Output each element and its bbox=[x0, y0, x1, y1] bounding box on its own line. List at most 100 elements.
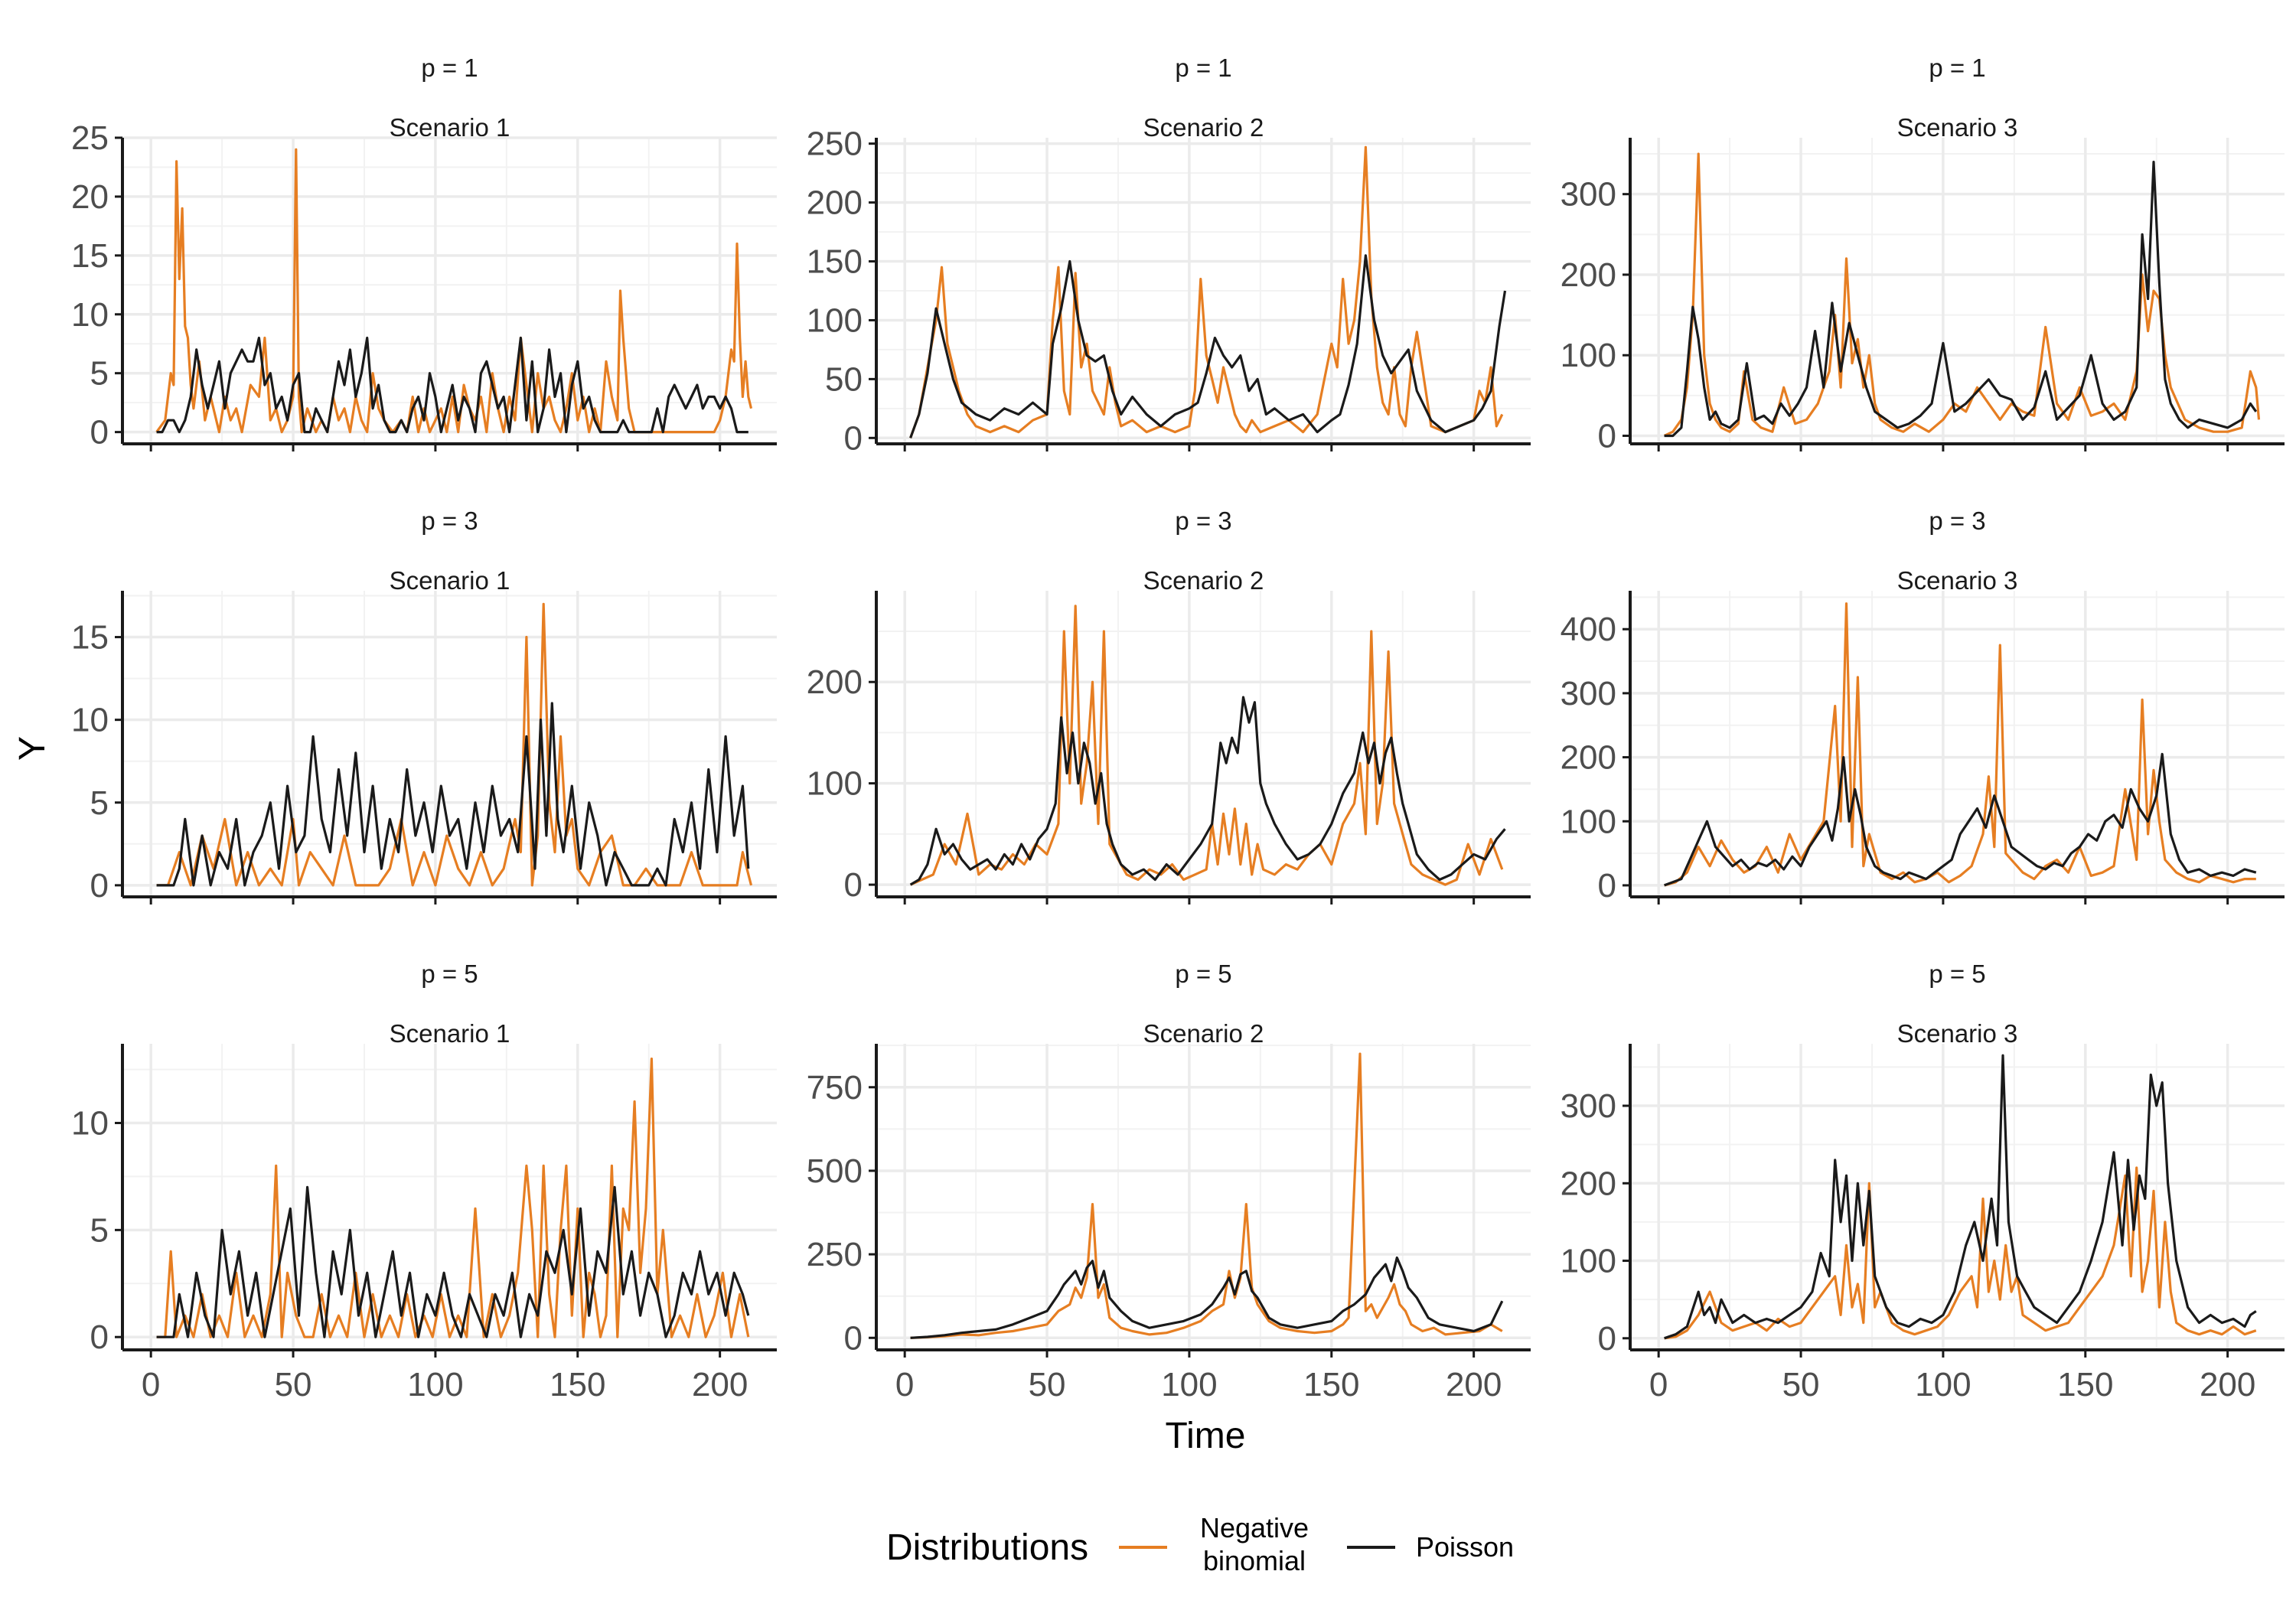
panel-4-y-tick-label-5: 5 bbox=[90, 784, 109, 822]
panel-4: p = 3 Scenario 1 0 5 10 15 bbox=[71, 507, 777, 905]
panel-8-x-tick-label-50: 50 bbox=[1029, 1366, 1066, 1403]
panel-9-strip-p-5: p = 5 bbox=[1929, 960, 1985, 988]
legend-label-negative-binomial-line1: Negative bbox=[1200, 1512, 1309, 1543]
panel-4-y-tick-label-15: 15 bbox=[71, 619, 109, 657]
panel-9-y-tick-label-300: 300 bbox=[1561, 1087, 1616, 1125]
y-axis-title: Y bbox=[12, 736, 53, 761]
panel-7-y-tick-label-5: 5 bbox=[90, 1211, 109, 1249]
panel-3-series-poisson bbox=[1664, 161, 2258, 438]
panel-7-x-tick-label-200: 200 bbox=[692, 1366, 748, 1403]
panel-2-y-tick-label-100: 100 bbox=[807, 302, 863, 339]
panel-8: p = 5 Scenario 2 0 250 500 750 0 50 100 150 200 bbox=[807, 960, 1531, 1403]
panel-3-strip-scenario-3: Scenario 3 bbox=[1897, 113, 2018, 142]
panel-7-x-tick-label-100: 100 bbox=[407, 1366, 463, 1403]
panel-1-y-tick-label-15: 15 bbox=[71, 237, 109, 275]
panel-8-y-tick-label-750: 750 bbox=[807, 1069, 863, 1107]
panel-8-x-tick-label-200: 200 bbox=[1446, 1366, 1502, 1403]
panel-7-strip-p-5: p = 5 bbox=[421, 960, 478, 988]
panel-3-y-tick-label-0: 0 bbox=[1598, 417, 1616, 455]
panel-4-strip-scenario-1: Scenario 1 bbox=[390, 566, 510, 595]
panel-9-strip-scenario-3: Scenario 3 bbox=[1897, 1019, 2018, 1048]
panel-5-y-tick-label-0: 0 bbox=[844, 866, 863, 904]
legend: Distributions Negative binomial Poisson bbox=[886, 1512, 1514, 1576]
panel-4-y-tick-label-10: 10 bbox=[71, 702, 109, 739]
panel-6-y-tick-label-200: 200 bbox=[1561, 739, 1616, 777]
panel-6-y-tick-label-400: 400 bbox=[1561, 611, 1616, 648]
panel-7-y-tick-label-0: 0 bbox=[90, 1319, 109, 1356]
panel-9-x-tick-label-150: 150 bbox=[2057, 1366, 2113, 1403]
panel-7-x-tick-label-150: 150 bbox=[550, 1366, 605, 1403]
panel-2-series-negative-binomial bbox=[909, 145, 1504, 438]
panel-2-y-tick-label-250: 250 bbox=[807, 125, 863, 163]
panel-5-y-tick-label-100: 100 bbox=[807, 765, 863, 803]
panel-9-x-tick-label-0: 0 bbox=[1649, 1366, 1668, 1403]
panel-3-strip-p-1: p = 1 bbox=[1929, 54, 1985, 82]
panel-4-strip-p-3: p = 3 bbox=[421, 507, 478, 535]
panel-8-x-tick-label-0: 0 bbox=[895, 1366, 914, 1403]
panel-8-strip-p-5: p = 5 bbox=[1175, 960, 1231, 988]
panel-9-y-tick-label-100: 100 bbox=[1561, 1243, 1616, 1280]
panel-8-x-tick-label-100: 100 bbox=[1161, 1366, 1217, 1403]
legend-label-poisson: Poisson bbox=[1416, 1531, 1514, 1563]
panel-3-y-tick-label-200: 200 bbox=[1561, 256, 1616, 294]
panel-4-series-negative-binomial bbox=[156, 602, 753, 887]
panel-6-strip-p-3: p = 3 bbox=[1929, 507, 1985, 535]
panel-1-strip-p-1: p = 1 bbox=[421, 54, 478, 82]
panel-3: p = 1 Scenario 3 0 100 200 300 bbox=[1561, 54, 2285, 455]
panel-8-y-tick-label-250: 250 bbox=[807, 1236, 863, 1273]
panel-3-y-tick-label-100: 100 bbox=[1561, 337, 1616, 374]
panel-2-y-tick-label-200: 200 bbox=[807, 184, 863, 222]
panel-6-y-tick-label-300: 300 bbox=[1561, 675, 1616, 712]
panel-9: p = 5 Scenario 3 0 100 200 300 0 50 100 150 200 bbox=[1561, 960, 2285, 1403]
panel-3-y-tick-label-300: 300 bbox=[1561, 176, 1616, 214]
panel-7-x-tick-label-50: 50 bbox=[275, 1366, 312, 1403]
panel-8-x-tick-label-150: 150 bbox=[1303, 1366, 1359, 1403]
panel-1-y-tick-label-25: 25 bbox=[71, 119, 109, 157]
panel-1-y-tick-label-5: 5 bbox=[90, 355, 109, 393]
panel-6-strip-scenario-3: Scenario 3 bbox=[1897, 566, 2018, 595]
panel-8-y-tick-label-0: 0 bbox=[844, 1319, 863, 1357]
panel-5-series-negative-binomial bbox=[909, 605, 1504, 886]
panel-8-y-tick-label-500: 500 bbox=[807, 1152, 863, 1190]
panel-7-strip-scenario-1: Scenario 1 bbox=[390, 1019, 510, 1048]
panel-9-x-tick-label-50: 50 bbox=[1782, 1366, 1820, 1403]
panel-5-strip-p-3: p = 3 bbox=[1175, 507, 1231, 535]
panel-3-series-negative-binomial bbox=[1663, 152, 2261, 437]
panel-1-y-tick-label-0: 0 bbox=[90, 414, 109, 451]
panel-9-series-poisson bbox=[1664, 1054, 2257, 1340]
panel-5: p = 3 Scenario 2 0 100 200 bbox=[807, 507, 1531, 905]
panel-9-x-tick-label-100: 100 bbox=[1915, 1366, 1971, 1403]
panel-2-strip-scenario-2: Scenario 2 bbox=[1143, 113, 1264, 142]
panel-6-y-tick-label-0: 0 bbox=[1598, 867, 1616, 905]
panel-1-series-poisson bbox=[156, 336, 748, 434]
panel-5-series-poisson bbox=[909, 696, 1506, 886]
x-axis-title: Time bbox=[1166, 1416, 1246, 1456]
panel-2-y-tick-label-150: 150 bbox=[807, 243, 863, 281]
panel-8-strip-scenario-2: Scenario 2 bbox=[1143, 1019, 1264, 1048]
panel-2: p = 1 Scenario 2 0 50 100 150 200 250 bbox=[807, 54, 1531, 457]
panel-9-y-tick-label-200: 200 bbox=[1561, 1165, 1616, 1202]
panel-9-x-tick-label-200: 200 bbox=[2200, 1366, 2255, 1403]
panel-2-series-poisson bbox=[909, 254, 1507, 438]
panel-1-y-tick-label-20: 20 bbox=[71, 178, 109, 216]
panel-1-y-tick-label-10: 10 bbox=[71, 296, 109, 334]
legend-label-negative-binomial-line2: binomial bbox=[1203, 1545, 1306, 1576]
panel-2-y-tick-label-0: 0 bbox=[844, 419, 863, 457]
panel-7-series-poisson bbox=[156, 1185, 750, 1338]
panel-2-strip-p-1: p = 1 bbox=[1175, 54, 1231, 82]
panel-6: p = 3 Scenario 3 0 100 200 300 400 bbox=[1561, 507, 2285, 905]
panel-9-y-tick-label-0: 0 bbox=[1598, 1320, 1616, 1358]
panel-8-series-poisson bbox=[910, 1256, 1504, 1339]
panel-7-x-tick-label-0: 0 bbox=[142, 1366, 160, 1403]
panel-6-series-poisson bbox=[1664, 752, 2257, 887]
panel-4-series-poisson bbox=[156, 702, 750, 887]
panel-6-series-negative-binomial bbox=[1664, 602, 2256, 887]
panel-4-y-tick-label-0: 0 bbox=[90, 867, 109, 905]
legend-title: Distributions bbox=[886, 1527, 1088, 1568]
panel-5-strip-scenario-2: Scenario 2 bbox=[1143, 566, 1264, 595]
panel-2-y-tick-label-50: 50 bbox=[825, 360, 863, 398]
panel-6-y-tick-label-100: 100 bbox=[1561, 803, 1616, 840]
